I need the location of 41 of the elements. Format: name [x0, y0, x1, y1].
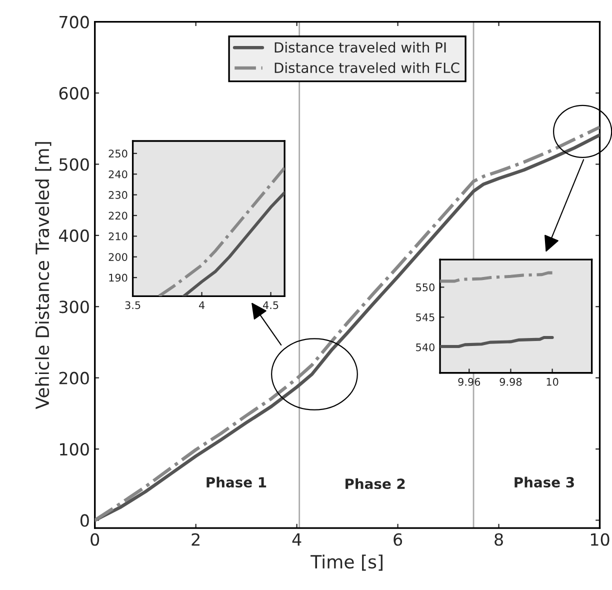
legend-label: Distance traveled with FLC [274, 62, 460, 74]
legend-label: Distance traveled with PI [274, 42, 446, 53]
x-tick-label: 8 [494, 533, 503, 546]
x-tick-label: 6 [394, 533, 402, 546]
y-tick-label: 500 [59, 158, 89, 171]
y-tick-label: 700 [60, 16, 89, 28]
line-series [182, 191, 285, 296]
y-tick-label: 100 [60, 442, 89, 456]
y-tick-label: 600 [59, 86, 89, 100]
y-tick-label: 230 [108, 191, 128, 199]
y-tick-label: 400 [59, 229, 89, 242]
line-series [440, 271, 554, 283]
x-tick-label: 10 [546, 378, 558, 386]
x-tick-label: 0 [90, 533, 100, 546]
annotation: Phase 3 [514, 476, 574, 488]
line-series [440, 336, 554, 348]
x-tick-label: 9.96 [458, 378, 480, 386]
y-tick-label: 220 [108, 212, 128, 220]
y-tick-label: 210 [108, 232, 128, 240]
x-tick-label: 4 [292, 533, 302, 546]
x-tick-label: 10 [590, 533, 610, 546]
annotation: Phase 1 [206, 476, 266, 488]
y-tick-label: 200 [59, 372, 89, 384]
annotation: Phase 2 [346, 478, 405, 490]
y-axis-title: Vehicle Distance Traveled [m] [35, 142, 52, 410]
x-tick-label: 3.5 [125, 301, 140, 310]
y-tick-label: 540 [416, 343, 434, 352]
y-tick-label: 545 [416, 314, 434, 322]
y-tick-label: 200 [108, 253, 128, 261]
y-tick-label: 300 [59, 300, 89, 314]
y-tick-label: 550 [416, 283, 434, 292]
line-series [157, 166, 285, 296]
x-axis-title: Time [s] [310, 554, 382, 571]
x-tick-label: 2 [192, 533, 200, 546]
y-tick-label: 240 [108, 170, 128, 178]
y-tick-label: 250 [108, 150, 128, 158]
x-tick-label: 9.98 [500, 378, 522, 386]
y-tick-label: 0 [80, 514, 89, 527]
y-tick-label: 190 [109, 274, 128, 282]
x-tick-label: 4.5 [263, 301, 278, 310]
x-tick-label: 4 [198, 301, 205, 309]
